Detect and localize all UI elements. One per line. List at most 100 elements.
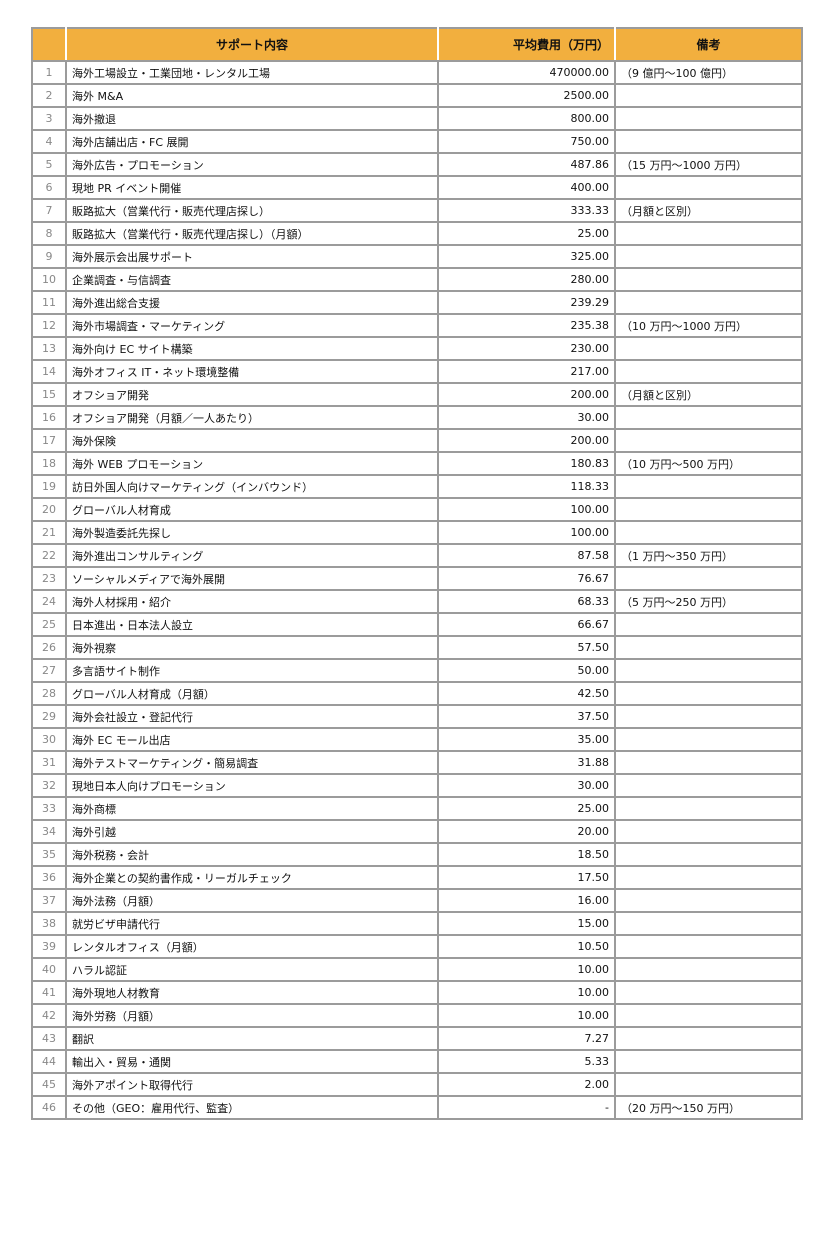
row-number: 7 bbox=[31, 198, 67, 223]
table-row: 31 海外テストマーケティング・簡易調査 31.88 bbox=[31, 750, 803, 775]
row-note bbox=[614, 980, 803, 1005]
row-content: ハラル認証 bbox=[65, 957, 439, 982]
row-note: （10 万円～500 万円） bbox=[614, 451, 803, 476]
row-number: 14 bbox=[31, 359, 67, 384]
table-row: 38 就労ビザ申請代行 15.00 bbox=[31, 911, 803, 936]
row-number: 16 bbox=[31, 405, 67, 430]
row-number: 25 bbox=[31, 612, 67, 637]
table-row: 13 海外向け EC サイト構築 230.00 bbox=[31, 336, 803, 361]
row-fee: 325.00 bbox=[437, 244, 616, 269]
row-fee: 180.83 bbox=[437, 451, 616, 476]
row-number: 36 bbox=[31, 865, 67, 890]
row-content: 企業調査・与信調査 bbox=[65, 267, 439, 292]
row-number: 2 bbox=[31, 83, 67, 108]
row-content: 海外店舗出店・FC 展開 bbox=[65, 129, 439, 154]
row-content: 販路拡大（営業代行・販売代理店探し）（月額） bbox=[65, 221, 439, 246]
row-note: （月額と区別） bbox=[614, 382, 803, 407]
row-fee: 750.00 bbox=[437, 129, 616, 154]
row-content: 海外工場設立・工業団地・レンタル工場 bbox=[65, 60, 439, 85]
table-row: 46 その他（GEO：雇用代行、監査） - （20 万円～150 万円） bbox=[31, 1095, 803, 1120]
table-row: 20 グローバル人材育成 100.00 bbox=[31, 497, 803, 522]
row-content: 現地日本人向けプロモーション bbox=[65, 773, 439, 798]
row-number: 32 bbox=[31, 773, 67, 798]
row-note: （10 万円～1000 万円） bbox=[614, 313, 803, 338]
row-number: 31 bbox=[31, 750, 67, 775]
row-note bbox=[614, 957, 803, 982]
row-fee: 42.50 bbox=[437, 681, 616, 706]
header-note: 備考 bbox=[614, 27, 803, 62]
row-fee: 66.67 bbox=[437, 612, 616, 637]
row-number: 4 bbox=[31, 129, 67, 154]
row-number: 39 bbox=[31, 934, 67, 959]
row-fee: 37.50 bbox=[437, 704, 616, 729]
row-content: 海外アポイント取得代行 bbox=[65, 1072, 439, 1097]
table-row: 18 海外 WEB プロモーション 180.83 （10 万円～500 万円） bbox=[31, 451, 803, 476]
row-fee: 57.50 bbox=[437, 635, 616, 660]
row-number: 23 bbox=[31, 566, 67, 591]
row-content: 海外 M&A bbox=[65, 83, 439, 108]
table-row: 17 海外保険 200.00 bbox=[31, 428, 803, 453]
row-content: 海外税務・会計 bbox=[65, 842, 439, 867]
row-note bbox=[614, 175, 803, 200]
table-row: 21 海外製造委託先探し 100.00 bbox=[31, 520, 803, 545]
row-number: 13 bbox=[31, 336, 67, 361]
row-fee: 470000.00 bbox=[437, 60, 616, 85]
row-content: 海外 EC モール出店 bbox=[65, 727, 439, 752]
row-fee: 230.00 bbox=[437, 336, 616, 361]
row-number: 9 bbox=[31, 244, 67, 269]
row-note bbox=[614, 865, 803, 890]
table-row: 19 訪日外国人向けマーケティング（インバウンド） 118.33 bbox=[31, 474, 803, 499]
row-note bbox=[614, 773, 803, 798]
row-number: 41 bbox=[31, 980, 67, 1005]
row-fee: 239.29 bbox=[437, 290, 616, 315]
row-fee: 333.33 bbox=[437, 198, 616, 223]
header-row: サポート内容 平均費用（万円） 備考 bbox=[31, 27, 803, 62]
row-fee: 10.50 bbox=[437, 934, 616, 959]
header-fee: 平均費用（万円） bbox=[437, 27, 616, 62]
row-note bbox=[614, 750, 803, 775]
row-content: 海外展示会出展サポート bbox=[65, 244, 439, 269]
row-number: 3 bbox=[31, 106, 67, 131]
table-row: 22 海外進出コンサルティング 87.58 （1 万円～350 万円） bbox=[31, 543, 803, 568]
row-note bbox=[614, 1049, 803, 1074]
row-note bbox=[614, 704, 803, 729]
row-content: 現地 PR イベント開催 bbox=[65, 175, 439, 200]
row-number: 11 bbox=[31, 290, 67, 315]
row-number: 18 bbox=[31, 451, 67, 476]
row-note bbox=[614, 336, 803, 361]
header-num bbox=[31, 27, 67, 62]
row-content: 海外製造委託先探し bbox=[65, 520, 439, 545]
table-row: 25 日本進出・日本法人設立 66.67 bbox=[31, 612, 803, 637]
row-content: 海外進出コンサルティング bbox=[65, 543, 439, 568]
table-row: 29 海外会社設立・登記代行 37.50 bbox=[31, 704, 803, 729]
table-row: 41 海外現地人材教育 10.00 bbox=[31, 980, 803, 1005]
row-content: 海外商標 bbox=[65, 796, 439, 821]
row-number: 22 bbox=[31, 543, 67, 568]
row-fee: 2.00 bbox=[437, 1072, 616, 1097]
row-fee: 487.86 bbox=[437, 152, 616, 177]
row-content: オフショア開発 bbox=[65, 382, 439, 407]
row-note bbox=[614, 428, 803, 453]
row-note: （月額と区別） bbox=[614, 198, 803, 223]
row-number: 40 bbox=[31, 957, 67, 982]
table-row: 32 現地日本人向けプロモーション 30.00 bbox=[31, 773, 803, 798]
row-note bbox=[614, 911, 803, 936]
table-row: 14 海外オフィス IT・ネット環境整備 217.00 bbox=[31, 359, 803, 384]
row-note bbox=[614, 566, 803, 591]
row-content: 海外広告・プロモーション bbox=[65, 152, 439, 177]
row-number: 10 bbox=[31, 267, 67, 292]
row-content: 海外保険 bbox=[65, 428, 439, 453]
table-row: 26 海外視察 57.50 bbox=[31, 635, 803, 660]
row-note bbox=[614, 658, 803, 683]
row-fee: 100.00 bbox=[437, 520, 616, 545]
table-row: 16 オフショア開発（月額／一人あたり） 30.00 bbox=[31, 405, 803, 430]
row-note bbox=[614, 83, 803, 108]
table-row: 30 海外 EC モール出店 35.00 bbox=[31, 727, 803, 752]
table-row: 44 輸出入・貿易・通関 5.33 bbox=[31, 1049, 803, 1074]
row-note bbox=[614, 359, 803, 384]
row-content: 海外撤退 bbox=[65, 106, 439, 131]
row-fee: 800.00 bbox=[437, 106, 616, 131]
row-fee: 25.00 bbox=[437, 221, 616, 246]
row-number: 5 bbox=[31, 152, 67, 177]
row-number: 19 bbox=[31, 474, 67, 499]
